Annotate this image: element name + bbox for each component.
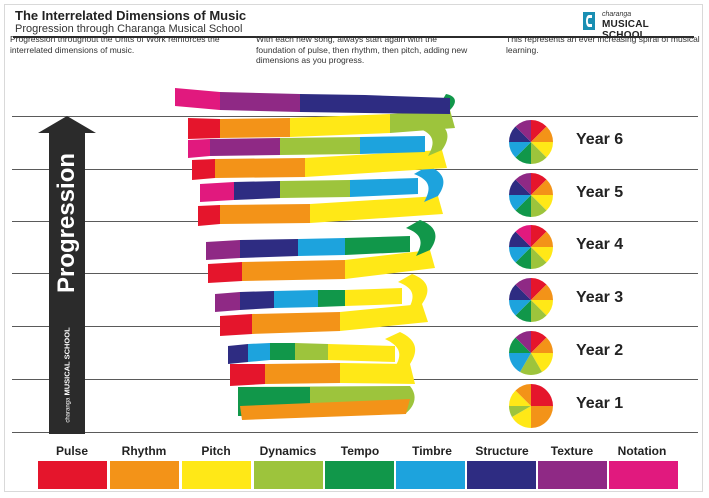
dimension-label-tempo: Tempo xyxy=(340,444,380,458)
year-row-2: Year 2 xyxy=(508,330,698,376)
dimension-label-timbre: Timbre xyxy=(412,444,452,458)
swatch-structure xyxy=(467,461,536,489)
charanga-logo-icon xyxy=(583,12,595,30)
grid-line xyxy=(12,432,698,433)
dimension-label-pitch: Pitch xyxy=(201,444,231,458)
dimension-wheel-icon xyxy=(509,120,553,164)
dimension-wheel-icon xyxy=(509,173,553,217)
dimension-label-dynamics: Dynamics xyxy=(259,444,317,458)
header-divider xyxy=(13,36,694,38)
year-label: Year 6 xyxy=(576,131,624,148)
swatch-tempo xyxy=(325,461,394,489)
dimension-wheel-icon xyxy=(509,278,553,322)
progression-arrow xyxy=(38,116,96,434)
year-label: Year 5 xyxy=(576,184,624,201)
grid-line xyxy=(12,221,698,222)
arrow-logo-text: charanga MUSICAL SCHOOL xyxy=(62,327,72,423)
dimension-wheel-icon xyxy=(509,384,553,428)
swatch-texture xyxy=(538,461,607,489)
year-label: Year 2 xyxy=(576,342,624,359)
dimension-wheel-icon xyxy=(509,225,553,269)
dimension-label-structure: Structure xyxy=(475,444,529,458)
year-label: Year 4 xyxy=(576,236,624,253)
swatch-notation xyxy=(609,461,678,489)
page-title: The Interrelated Dimensions of Music xyxy=(15,8,247,23)
year-label: Year 1 xyxy=(576,395,624,412)
description-spiral: This represents an ever increasing spira… xyxy=(506,34,700,55)
dimension-label-pulse: Pulse xyxy=(55,444,88,458)
year-label: Year 3 xyxy=(576,289,624,306)
dimension-label-notation: Notation xyxy=(617,444,667,458)
page-subtitle: Progression through Charanga Musical Sch… xyxy=(15,23,243,35)
year-row-3: Year 3 xyxy=(508,277,698,323)
charanga-logo: charanga MUSICAL SCHOOL xyxy=(580,9,690,41)
year-row-4: Year 4 xyxy=(508,224,698,270)
year-row-5: Year 5 xyxy=(508,172,698,218)
swatch-rhythm xyxy=(110,461,179,489)
logo-small-text: charanga xyxy=(602,11,632,18)
dimensions-spiral xyxy=(175,88,455,420)
dimension-label-texture: Texture xyxy=(550,444,594,458)
swatch-dynamics xyxy=(254,461,323,489)
dimension-label-rhythm: Rhythm xyxy=(121,444,167,458)
swatch-timbre xyxy=(396,461,465,489)
description-songs: With each new song, always start again w… xyxy=(256,34,468,65)
logo-brand-text: MUSICAL SCHOOL xyxy=(602,19,649,41)
swatch-pulse xyxy=(38,461,107,489)
progression-label: Progression xyxy=(53,152,80,294)
arrow-logo: charanga MUSICAL SCHOOL xyxy=(52,320,82,430)
year-row-1: Year 1 xyxy=(508,383,698,429)
description-units: Progression throughout the Units of Work… xyxy=(10,34,220,55)
swatch-pitch xyxy=(182,461,251,489)
year-row-6: Year 6 xyxy=(508,119,698,165)
dimension-wheel-icon xyxy=(509,331,553,375)
